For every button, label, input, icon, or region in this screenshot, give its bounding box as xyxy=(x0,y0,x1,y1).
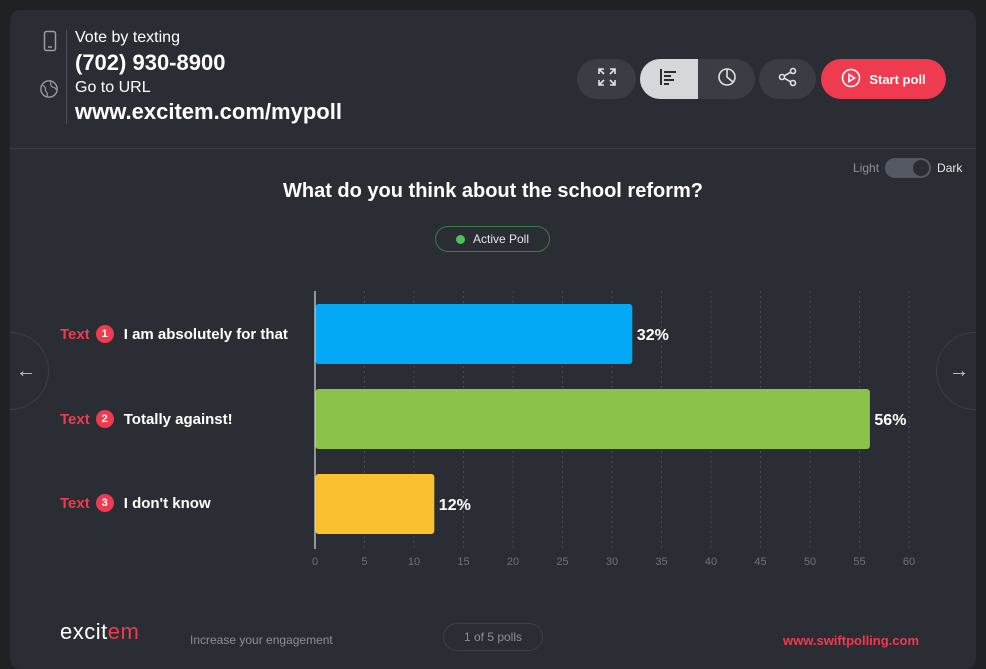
bar xyxy=(315,304,633,364)
bar-view-button[interactable] xyxy=(640,59,698,99)
site-link[interactable]: www.swiftpolling.com xyxy=(783,633,920,648)
globe-icon xyxy=(39,78,59,100)
option-row-label: Text 2 Totally against! xyxy=(60,409,233,429)
phone-number: (702) 930-8900 xyxy=(75,50,226,75)
bar-value-label: 32% xyxy=(637,327,669,344)
option-prefix: Text xyxy=(60,410,90,428)
arrow-right-icon: → xyxy=(949,359,969,382)
bar-value-label: 12% xyxy=(439,497,471,514)
theme-dark-label: Dark xyxy=(937,161,963,175)
option-prefix: Text xyxy=(60,325,90,343)
start-poll-button[interactable]: Start poll xyxy=(821,59,946,99)
theme-switch[interactable] xyxy=(885,158,932,178)
status-dot xyxy=(455,234,465,244)
option-label: I am absolutely for that xyxy=(123,325,288,343)
fullscreen-button[interactable] xyxy=(577,59,636,99)
vote-label: Vote by texting xyxy=(75,29,180,46)
option-number-badge: 1 xyxy=(95,325,114,343)
bar-chart-icon xyxy=(659,68,679,91)
pie-view-button[interactable] xyxy=(698,59,755,99)
x-tick-label: 0 xyxy=(312,556,318,568)
play-icon xyxy=(841,68,861,91)
option-number-badge: 2 xyxy=(95,410,114,428)
header: Vote by texting (702) 930-8900 Go to URL… xyxy=(10,10,976,149)
start-poll-label: Start poll xyxy=(869,71,926,87)
switch-knob xyxy=(913,160,930,176)
poll-panel: Vote by texting (702) 930-8900 Go to URL… xyxy=(10,10,976,669)
tagline: Increase your engagement xyxy=(190,633,333,647)
x-tick-label: 30 xyxy=(606,556,618,568)
option-prefix: Text xyxy=(60,494,90,512)
share-button[interactable] xyxy=(759,59,816,99)
results-bar-chart: 0 5 10 15 20 25 30 35 40 45 50 55 60 32% 56% 12% xyxy=(312,291,915,568)
status-badge: Active Poll xyxy=(435,226,550,252)
bar xyxy=(315,389,870,449)
theme-light-label: Light xyxy=(853,161,880,175)
poll-question: What do you think about the school refor… xyxy=(283,180,703,202)
x-tick-label: 60 xyxy=(903,556,915,568)
bar xyxy=(315,474,435,534)
option-row-label: Text 1 I am absolutely for that xyxy=(60,324,288,344)
x-tick-label: 10 xyxy=(408,556,420,568)
expand-icon xyxy=(597,67,617,92)
option-label: Totally against! xyxy=(123,410,233,428)
url-label: Go to URL xyxy=(75,79,151,96)
phone-icon xyxy=(40,30,60,52)
x-tick-label: 40 xyxy=(705,556,717,568)
option-label: I don't know xyxy=(123,494,211,512)
option-number-badge: 3 xyxy=(95,494,114,512)
x-tick-label: 15 xyxy=(457,556,469,568)
x-tick-label: 35 xyxy=(655,556,667,568)
x-tick-label: 5 xyxy=(361,556,367,568)
x-tick-label: 20 xyxy=(507,556,519,568)
option-row-label: Text 3 I don't know xyxy=(60,493,211,513)
x-tick-label: 50 xyxy=(804,556,816,568)
x-tick-label: 45 xyxy=(754,556,766,568)
share-icon xyxy=(778,67,798,92)
excitem-logo: excitem xyxy=(60,619,140,644)
bar-value-label: 56% xyxy=(874,412,906,429)
pie-chart-icon xyxy=(717,67,737,92)
x-tick-label: 25 xyxy=(556,556,568,568)
divider xyxy=(66,30,67,124)
x-tick-label: 55 xyxy=(853,556,865,568)
status-label: Active Poll xyxy=(472,232,530,246)
poll-url[interactable]: www.excitem.com/mypoll xyxy=(75,99,342,124)
poll-pager[interactable]: 1 of 5 polls xyxy=(443,623,543,651)
arrow-left-icon: ← xyxy=(16,359,36,382)
theme-toggle: Light Dark xyxy=(853,158,962,178)
